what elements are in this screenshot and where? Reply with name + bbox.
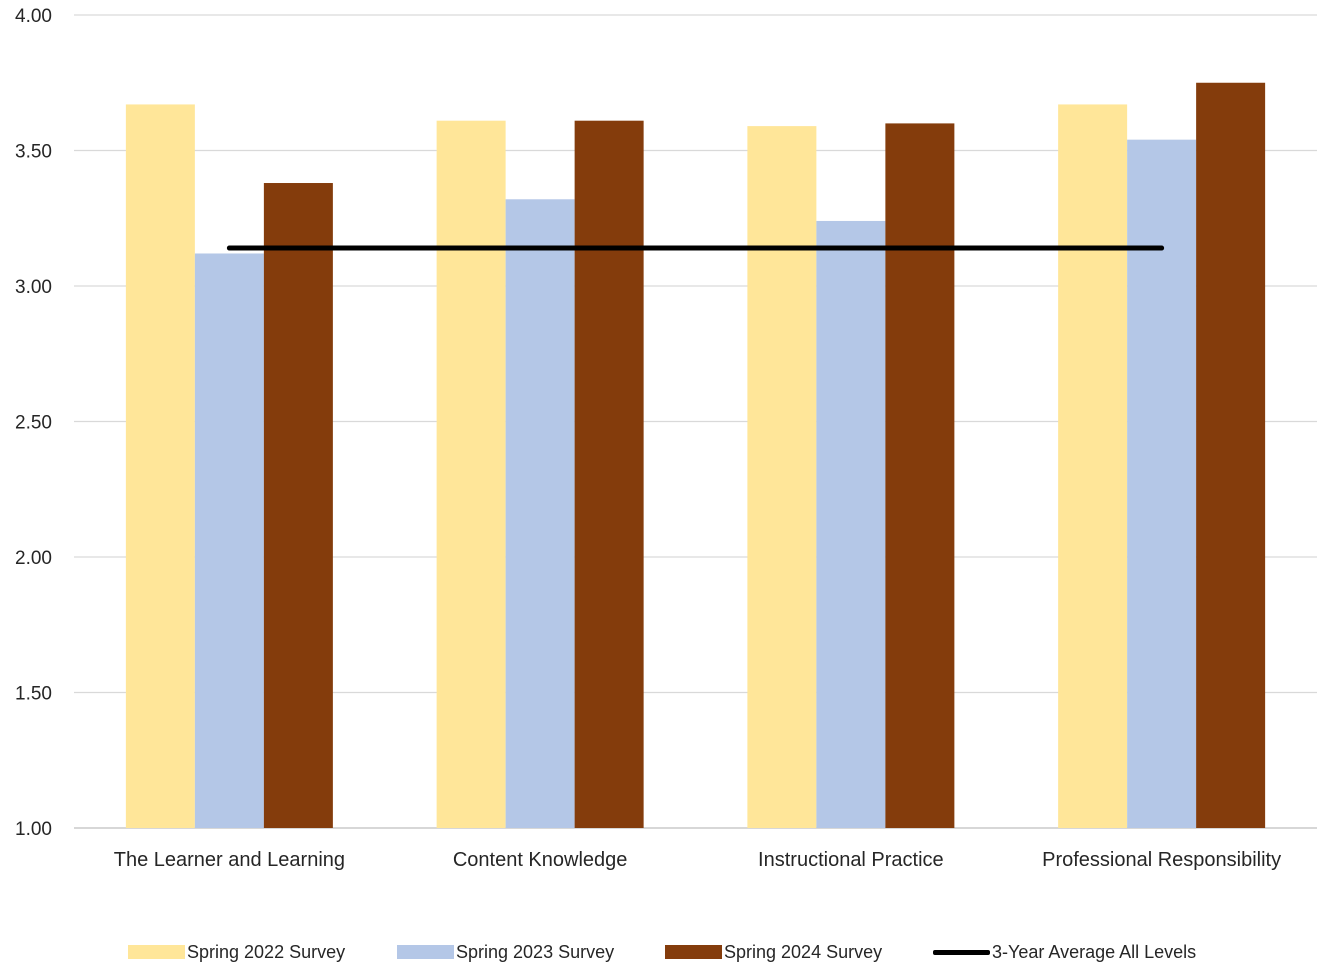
- legend-swatch-2024: [665, 945, 722, 959]
- x-category-label: Content Knowledge: [453, 849, 628, 871]
- y-tick-label: 1.00: [15, 819, 52, 840]
- y-tick-label: 3.00: [15, 277, 52, 298]
- legend-swatch-2023: [397, 945, 454, 959]
- legend-item-average: 3-Year Average All Levels: [933, 938, 1196, 966]
- y-axis-ticks: 1.00 1.50 2.00 2.50 3.00 3.50 4.00: [15, 6, 52, 840]
- legend-label-2024: Spring 2024 Survey: [724, 941, 883, 962]
- bar: [505, 199, 575, 828]
- bar: [1196, 82, 1266, 828]
- y-tick-label: 1.50: [15, 684, 52, 705]
- bar: [816, 220, 886, 828]
- legend-label-2023: Spring 2023 Survey: [456, 941, 615, 962]
- legend-label-2022: Spring 2022 Survey: [187, 941, 346, 962]
- legend-swatch-average: [933, 949, 990, 955]
- bar: [574, 120, 644, 828]
- y-tick-label: 4.00: [15, 6, 52, 27]
- bar-chart: 1.00 1.50 2.00 2.50 3.00 3.50 4.00 The Learner…: [15, 6, 1317, 871]
- bar: [747, 126, 817, 829]
- y-tick-label: 2.50: [15, 413, 52, 434]
- bar: [436, 120, 506, 828]
- legend-label-average: 3-Year Average All Levels: [992, 941, 1197, 962]
- x-category-label: Professional Responsibility: [1042, 849, 1281, 871]
- x-category-label: Instructional Practice: [758, 849, 944, 871]
- legend-swatch-2022: [128, 945, 185, 959]
- y-tick-label: 2.00: [15, 548, 52, 569]
- bar: [125, 104, 195, 829]
- legend: Spring 2022 Survey Spring 2023 Survey Sp…: [0, 938, 1319, 966]
- legend-item-2022: Spring 2022 Survey: [128, 938, 345, 966]
- x-category-label: The Learner and Learning: [114, 849, 345, 871]
- bar: [1058, 104, 1128, 829]
- legend-item-2024: Spring 2024 Survey: [665, 938, 882, 966]
- legend-item-2023: Spring 2023 Survey: [397, 938, 614, 966]
- bar: [263, 183, 333, 828]
- bar: [194, 253, 264, 829]
- y-tick-label: 3.50: [15, 142, 52, 163]
- x-axis-categories: The Learner and Learning Content Knowledg…: [114, 849, 1281, 871]
- bar: [885, 123, 955, 828]
- bars: [125, 82, 1266, 829]
- bar: [1127, 139, 1197, 828]
